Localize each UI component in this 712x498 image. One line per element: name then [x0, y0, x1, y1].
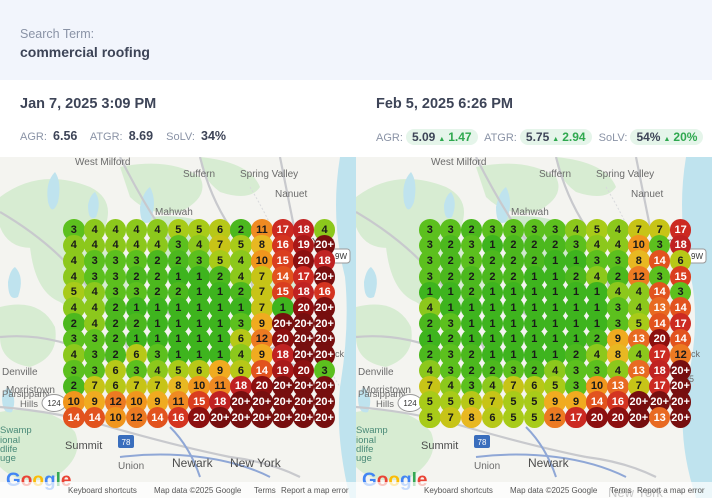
- svg-text:Union: Union: [474, 461, 500, 472]
- svg-text:uge: uge: [356, 453, 372, 464]
- svg-text:Spring Valley: Spring Valley: [240, 169, 298, 180]
- svg-text:Summit: Summit: [65, 440, 102, 452]
- svg-text:Hills: Hills: [376, 399, 394, 410]
- svg-text:Spring Valley: Spring Valley: [596, 169, 654, 180]
- svg-text:Morristown: Morristown: [6, 385, 55, 396]
- svg-text:Mahwah: Mahwah: [511, 207, 549, 218]
- svg-text:Denville: Denville: [358, 367, 394, 378]
- svg-text:9W: 9W: [335, 252, 347, 261]
- svg-text:Suffern: Suffern: [183, 169, 215, 180]
- svg-text:New York: New York: [230, 456, 282, 470]
- svg-text:Nanuet: Nanuet: [631, 189, 663, 200]
- svg-text:Morristown: Morristown: [362, 385, 411, 396]
- svg-text:Summit: Summit: [421, 440, 458, 452]
- svg-text:Denville: Denville: [2, 367, 38, 378]
- svg-text:ck: ck: [335, 349, 345, 359]
- svg-text:West Milford: West Milford: [75, 157, 130, 168]
- svg-text:ck: ck: [691, 349, 701, 359]
- svg-text:Union: Union: [118, 461, 144, 472]
- svg-text:uge: uge: [0, 453, 16, 464]
- svg-text:Newark: Newark: [528, 456, 570, 470]
- svg-text:Hills: Hills: [20, 399, 38, 410]
- svg-text:Newark: Newark: [172, 456, 214, 470]
- svg-text:Suffern: Suffern: [539, 169, 571, 180]
- svg-text:78: 78: [478, 438, 487, 447]
- svg-text:Nanuet: Nanuet: [275, 189, 307, 200]
- svg-text:West Milford: West Milford: [431, 157, 486, 168]
- svg-text:124: 124: [403, 399, 417, 408]
- svg-text:124: 124: [47, 399, 61, 408]
- svg-text:9W: 9W: [691, 252, 703, 261]
- svg-text:78: 78: [122, 438, 131, 447]
- svg-text:Mahwah: Mahwah: [155, 207, 193, 218]
